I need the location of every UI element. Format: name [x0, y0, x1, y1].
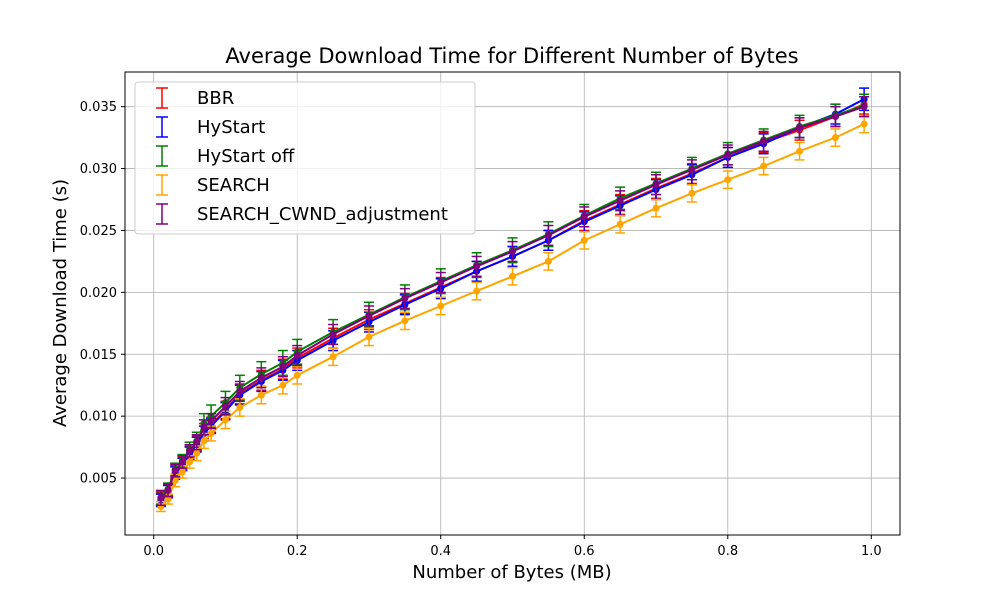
- data-point: [437, 302, 445, 310]
- legend-label: HyStart: [197, 117, 265, 138]
- data-point: [473, 262, 481, 270]
- data-point: [193, 438, 201, 446]
- data-point: [473, 287, 481, 295]
- data-point: [164, 486, 172, 494]
- data-point: [365, 312, 373, 320]
- data-point: [688, 189, 696, 197]
- y-tick-label: 0.005: [80, 472, 117, 487]
- y-tick-label: 0.015: [80, 348, 117, 363]
- legend-frame: [134, 81, 476, 235]
- data-point: [329, 330, 337, 338]
- data-point: [293, 371, 301, 379]
- data-point: [293, 351, 301, 359]
- data-point: [860, 120, 868, 128]
- x-tick-label: 0.6: [574, 544, 595, 559]
- data-point: [688, 166, 696, 174]
- data-point: [544, 257, 552, 265]
- data-point: [580, 213, 588, 221]
- data-point: [724, 151, 732, 159]
- data-point: [279, 363, 287, 371]
- data-point: [796, 124, 804, 132]
- data-point: [544, 231, 552, 239]
- data-point: [401, 317, 409, 325]
- x-tick-label: 1.0: [861, 544, 882, 559]
- data-point: [221, 402, 229, 410]
- x-axis-label: Number of Bytes (MB): [412, 562, 611, 583]
- legend: BBR HyStart HyStart off SEARCH SEARCH_CWND_a…: [134, 81, 476, 235]
- data-point: [760, 162, 768, 170]
- data-point: [178, 468, 186, 476]
- data-point: [186, 447, 194, 455]
- legend-entry: HyStart off: [156, 145, 295, 167]
- data-point: [831, 113, 839, 121]
- x-tick-label: 0.2: [287, 544, 308, 559]
- data-point: [171, 467, 179, 475]
- legend-label: HyStart off: [197, 146, 295, 167]
- data-point: [257, 374, 265, 382]
- data-point: [796, 147, 804, 155]
- data-point: [616, 220, 624, 228]
- legend-entry: HyStart: [156, 116, 265, 138]
- y-tick-label: 0.020: [80, 286, 117, 301]
- data-point: [437, 278, 445, 286]
- data-point: [616, 197, 624, 205]
- data-point: [279, 381, 287, 389]
- plot-frame: [124, 71, 901, 536]
- y-tick-label: 0.035: [80, 100, 117, 115]
- data-point: [329, 353, 337, 361]
- data-point: [509, 248, 516, 256]
- chart-title: Average Download Time for Different Numb…: [225, 44, 798, 68]
- series-search-cwnd-adjustment: [155, 96, 870, 507]
- y-tick-label: 0.010: [80, 410, 117, 425]
- y-axis-label: Average Download Time (s): [50, 179, 71, 427]
- data-point: [831, 134, 839, 142]
- series-search: [155, 114, 870, 513]
- legend-entry: SEARCH_CWND_adjustment: [156, 203, 448, 225]
- data-point: [401, 295, 409, 303]
- data-point: [760, 137, 768, 145]
- x-tick-label: 0.0: [143, 544, 164, 559]
- data-point: [860, 103, 868, 111]
- y-tick-label: 0.025: [80, 224, 117, 239]
- data-point: [236, 403, 244, 411]
- legend-label: SEARCH: [197, 175, 270, 196]
- data-point: [200, 437, 208, 445]
- data-point: [193, 449, 201, 457]
- data-point: [236, 387, 244, 395]
- y-tick-label: 0.030: [80, 162, 117, 177]
- x-tick-label: 0.8: [717, 544, 738, 559]
- data-point: [221, 416, 229, 424]
- data-point: [652, 204, 660, 212]
- data-point: [178, 458, 186, 466]
- legend-label: SEARCH_CWND_adjustment: [197, 204, 448, 225]
- data-point: [157, 494, 165, 502]
- data-point: [724, 176, 732, 184]
- x-tick-label: 0.4: [430, 544, 451, 559]
- data-point: [207, 417, 215, 425]
- legend-label: BBR: [197, 88, 234, 109]
- legend-entry: BBR: [156, 87, 234, 109]
- data-point: [652, 181, 660, 189]
- legend-entry: SEARCH: [156, 174, 270, 196]
- data-point: [200, 423, 208, 431]
- data-point: [365, 333, 373, 341]
- data-point: [257, 391, 265, 399]
- data-point: [509, 272, 516, 280]
- data-point: [186, 458, 194, 466]
- data-point: [207, 429, 215, 437]
- series-layer: [155, 87, 870, 513]
- data-point: [580, 236, 588, 244]
- tick-layer: 0.0 0.2 0.4 0.6 0.8 1.0 0.005 0.010 0.015 0.020 0.…: [80, 100, 882, 559]
- data-point: [171, 477, 179, 485]
